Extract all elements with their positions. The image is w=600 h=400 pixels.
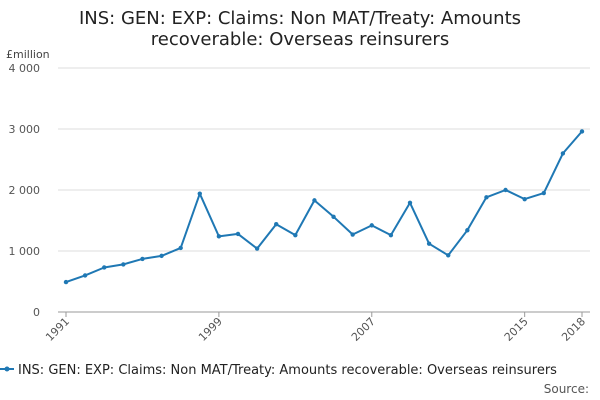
data-point[interactable]: [446, 253, 451, 258]
data-point[interactable]: [312, 198, 317, 203]
data-point[interactable]: [197, 191, 202, 196]
data-point[interactable]: [293, 232, 298, 238]
data-point[interactable]: [503, 187, 508, 193]
data-point[interactable]: [560, 151, 566, 156]
x-tick-label: 1991: [43, 315, 72, 344]
data-point[interactable]: [388, 232, 394, 238]
chart-title-line-2: recoverable: Overseas reinsurers: [151, 29, 449, 50]
grid-lines: [58, 67, 590, 252]
data-point[interactable]: [274, 221, 279, 227]
data-point[interactable]: [216, 234, 222, 239]
source-label: Source:: [544, 382, 589, 396]
series-line: [65, 130, 583, 284]
chart-title-line-1: INS: GEN: EXP: Claims: Non MAT/Treaty: A…: [79, 8, 521, 29]
y-tick-label: 0: [33, 306, 40, 319]
data-point[interactable]: [140, 256, 145, 262]
data-point[interactable]: [102, 265, 107, 270]
legend[interactable]: INS: GEN: EXP: Claims: Non MAT/Treaty: A…: [0, 363, 557, 378]
y-axis-tick-labels: 0 1 000 2 000 3 000 4 000: [9, 62, 41, 319]
y-tick-label: 1 000: [9, 245, 41, 258]
x-tick-label: 1999: [196, 315, 225, 344]
x-tick-label: 2007: [349, 315, 378, 344]
data-point[interactable]: [407, 200, 413, 206]
y-axis-unit-label: £million: [6, 48, 50, 61]
legend-label: INS: GEN: EXP: Claims: Non MAT/Treaty: A…: [18, 363, 557, 378]
data-point[interactable]: [331, 214, 336, 220]
x-tick-label: 2015: [502, 315, 531, 344]
data-point[interactable]: [579, 129, 585, 134]
data-point[interactable]: [350, 232, 355, 237]
data-point[interactable]: [484, 195, 489, 200]
data-point[interactable]: [235, 231, 241, 237]
data-point[interactable]: [254, 246, 260, 251]
y-tick-label: 2 000: [9, 184, 41, 197]
data-point[interactable]: [63, 279, 69, 285]
x-axis-ticks: 1991 1999 2007 2015 2018: [43, 312, 588, 344]
data-point[interactable]: [465, 228, 470, 233]
series-layer: [63, 129, 585, 285]
data-point[interactable]: [82, 273, 88, 278]
data-point[interactable]: [541, 190, 546, 196]
y-tick-label: 4 000: [9, 62, 41, 75]
y-tick-label: 3 000: [9, 123, 41, 136]
data-point[interactable]: [369, 223, 374, 228]
x-tick-label: 2018: [559, 315, 588, 344]
data-point[interactable]: [159, 253, 164, 259]
chart-title: INS: GEN: EXP: Claims: Non MAT/Treaty: A…: [79, 8, 521, 50]
legend-swatch-marker: [4, 366, 10, 372]
data-point[interactable]: [522, 196, 527, 202]
data-point[interactable]: [121, 262, 126, 267]
data-point[interactable]: [426, 241, 432, 246]
data-point[interactable]: [178, 245, 183, 251]
